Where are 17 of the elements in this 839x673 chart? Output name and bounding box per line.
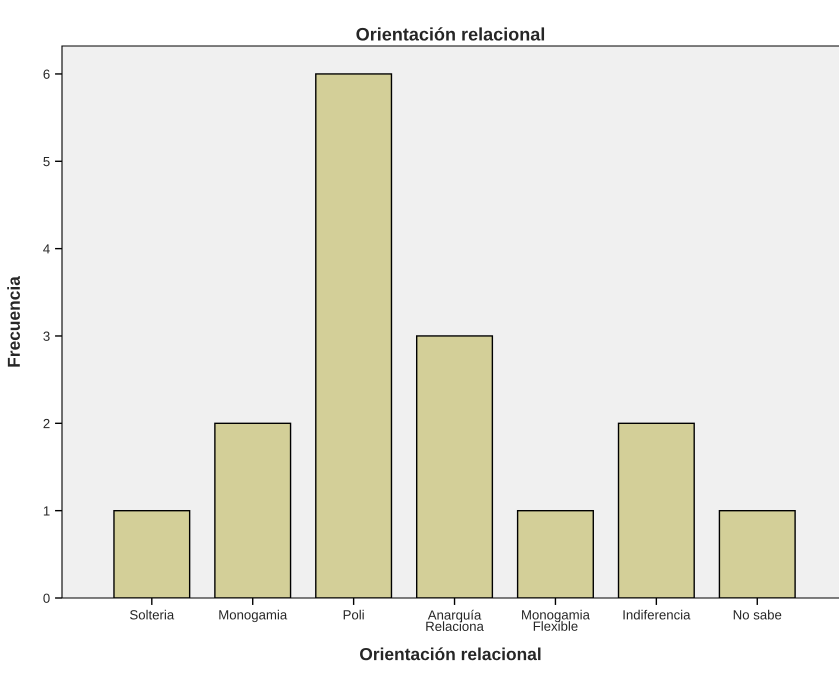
x-axis-title: Orientación relacional [360,647,540,660]
y-axis-title: Frecuencia [7,276,20,367]
y-tick-label: 3 [43,332,50,341]
x-tick-label: Monogamia [219,610,288,622]
x-tick-label: Monogamia Flexible [522,610,590,631]
x-tick-label: No sabe [734,610,782,620]
y-tick-label: 0 [43,594,50,603]
x-tick-label: Indiferencia [623,610,690,620]
y-tick-label: 2 [44,418,50,428]
y-tick-label: 4 [43,244,50,254]
x-tick-label: Anarquía Relaciona [426,610,484,631]
x-tick-label: Poli [344,610,364,620]
y-tick-label: 1 [44,506,50,516]
y-tick-label: 6 [44,70,50,79]
chart-title: Orientación relacional [356,27,544,41]
x-tick-label: Solteria [130,610,174,620]
y-tick-label: 5 [43,156,50,166]
